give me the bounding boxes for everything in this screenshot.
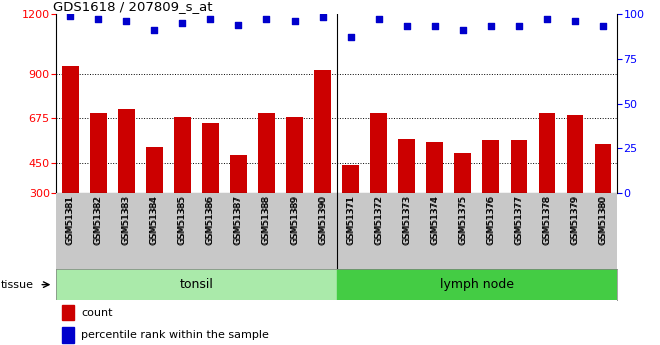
Bar [595, 144, 611, 193]
Text: GSM51386: GSM51386 [206, 195, 215, 244]
Point [513, 23, 524, 29]
Bar [62, 327, 74, 343]
Point [345, 34, 356, 40]
Text: GSM51385: GSM51385 [178, 195, 187, 244]
Text: GSM51371: GSM51371 [346, 195, 355, 244]
Point [317, 14, 328, 20]
Bar [202, 124, 218, 193]
Text: tonsil: tonsil [180, 278, 213, 291]
Text: GSM51379: GSM51379 [570, 195, 579, 244]
Text: GSM51377: GSM51377 [514, 195, 523, 244]
Text: percentile rank within the sample: percentile rank within the sample [81, 330, 269, 340]
Bar [454, 153, 471, 193]
Point [457, 27, 468, 33]
Point [401, 23, 412, 29]
Bar [56, 269, 337, 300]
Bar [62, 305, 74, 320]
Point [177, 20, 187, 26]
Bar [258, 114, 275, 193]
Point [542, 17, 552, 22]
Bar [337, 269, 617, 300]
Text: GSM51388: GSM51388 [262, 195, 271, 244]
Bar [482, 140, 499, 193]
Point [486, 23, 496, 29]
Point [261, 17, 272, 22]
Bar [286, 117, 303, 193]
Text: GSM51390: GSM51390 [318, 195, 327, 244]
Text: GSM51382: GSM51382 [94, 195, 103, 244]
Bar [398, 139, 415, 193]
Text: tissue: tissue [1, 280, 34, 289]
Text: GDS1618 / 207809_s_at: GDS1618 / 207809_s_at [53, 0, 213, 13]
Text: GSM51373: GSM51373 [402, 195, 411, 244]
Point [374, 17, 384, 22]
Point [430, 23, 440, 29]
Text: GSM51383: GSM51383 [121, 195, 131, 244]
Bar [510, 140, 527, 193]
Bar [342, 165, 359, 193]
Text: GSM51374: GSM51374 [430, 195, 440, 244]
Point [149, 27, 160, 33]
Text: count: count [81, 308, 113, 318]
Bar [426, 142, 443, 193]
Point [65, 13, 75, 18]
Bar [174, 117, 191, 193]
Point [233, 22, 244, 27]
Bar [146, 147, 163, 193]
Point [121, 18, 131, 24]
Point [570, 18, 580, 24]
Text: lymph node: lymph node [440, 278, 514, 291]
Text: GSM51378: GSM51378 [543, 195, 552, 244]
Point [93, 17, 104, 22]
Bar [314, 70, 331, 193]
Text: GSM51376: GSM51376 [486, 195, 496, 244]
Text: GSM51375: GSM51375 [458, 195, 467, 244]
Bar [117, 109, 135, 193]
Bar [90, 114, 106, 193]
Text: GSM51380: GSM51380 [599, 195, 608, 244]
Bar [370, 114, 387, 193]
Text: GSM51381: GSM51381 [65, 195, 75, 244]
Point [205, 17, 216, 22]
Text: GSM51372: GSM51372 [374, 195, 383, 244]
Bar [62, 66, 79, 193]
Text: GSM51384: GSM51384 [150, 195, 159, 244]
Point [289, 18, 300, 24]
Text: GSM51387: GSM51387 [234, 195, 243, 244]
Bar [539, 114, 556, 193]
Point [598, 23, 609, 29]
Text: GSM51389: GSM51389 [290, 195, 299, 244]
Bar [566, 116, 583, 193]
Bar [230, 155, 247, 193]
